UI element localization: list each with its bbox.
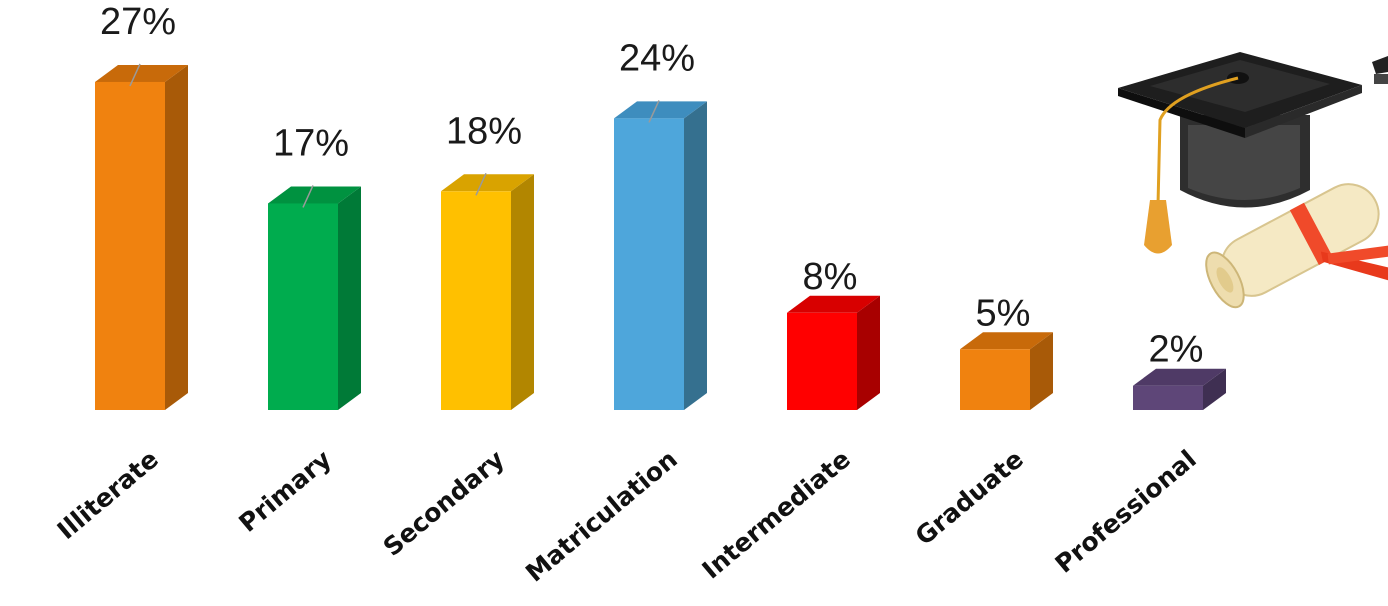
category-label-matriculation: Matriculation: [520, 444, 683, 587]
value-label-illiterate: 27%: [100, 1, 176, 43]
bar-top: [95, 64, 188, 82]
leader-line: [475, 172, 487, 196]
category-label-graduate: Graduate: [910, 444, 1029, 551]
bar-illiterate: [95, 64, 188, 410]
bar-side: [1030, 332, 1053, 410]
bar-primary: [268, 186, 361, 410]
bar-front: [441, 191, 511, 410]
bar-top: [614, 101, 707, 119]
value-label-matriculation: 24%: [619, 37, 695, 79]
bar-top: [441, 174, 534, 192]
bar-side: [511, 174, 534, 410]
graduation-cap-diploma-icon: [1118, 52, 1388, 309]
value-label-primary: 17%: [273, 122, 349, 164]
category-label-illiterate: Illiterate: [52, 444, 164, 545]
bar-top: [787, 295, 880, 313]
leader-line: [648, 100, 660, 123]
bar-intermediate: [787, 295, 880, 410]
value-label-secondary: 18%: [446, 110, 522, 152]
bar-side: [684, 101, 707, 411]
category-label-professional: Professional: [1050, 444, 1202, 578]
category-label-secondary: Secondary: [378, 444, 510, 561]
value-labels-group: 27% 17% 18% 24% 8% 5% 2%: [100, 1, 1203, 371]
leader-line: [129, 63, 141, 87]
bar-front: [1133, 385, 1203, 410]
bar-top: [1133, 368, 1226, 386]
value-label-intermediate: 8%: [803, 256, 858, 298]
bar-top: [960, 332, 1053, 350]
value-label-graduate: 5%: [976, 292, 1031, 334]
bar-professional: [1133, 368, 1226, 410]
leader-line: [302, 185, 314, 208]
bar-side: [338, 186, 361, 410]
value-label-professional: 2%: [1149, 329, 1204, 371]
bar-front: [787, 312, 857, 410]
bar-side: [857, 295, 880, 410]
bar-front: [614, 118, 684, 411]
bar-front: [268, 203, 338, 410]
bar-front: [960, 349, 1030, 410]
category-label-intermediate: Intermediate: [697, 444, 856, 584]
bar-side: [1203, 368, 1226, 410]
bar-top: [268, 186, 361, 204]
bar-front: [95, 81, 165, 410]
bar-secondary: [441, 174, 534, 410]
bar-graduate: [960, 332, 1053, 410]
category-label-primary: Primary: [233, 444, 337, 537]
bar-side: [165, 64, 188, 410]
category-labels-group: Illiterate Primary Secondary Matriculation I…: [52, 444, 1202, 587]
bar-matriculation: [614, 101, 707, 411]
bars-group: [95, 64, 1226, 411]
